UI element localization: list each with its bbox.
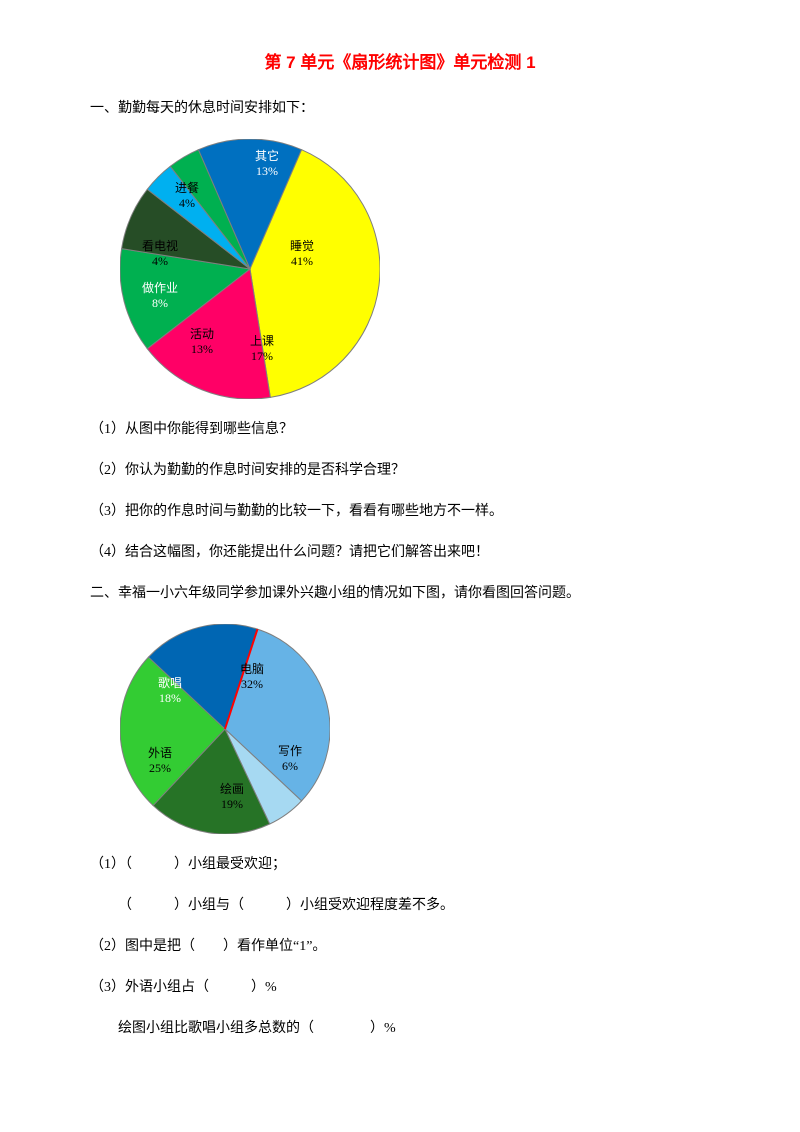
q2-3a: （3）外语小组占（ ）% — [90, 977, 710, 998]
q1-4: （4）结合这幅图，你还能提出什么问题？请把它们解答出来吧！ — [90, 542, 710, 563]
q1-1: （1）从图中你能得到哪些信息？ — [90, 419, 710, 440]
q1-3: （3）把你的作息时间与勤勤的比较一下，看看有哪些地方不一样。 — [90, 501, 710, 522]
q1-2: （2）你认为勤勤的作息时间安排的是否科学合理？ — [90, 460, 710, 481]
section2-intro: 二、幸福一小六年级同学参加课外兴趣小组的情况如下图，请你看图回答问题。 — [90, 583, 710, 604]
section1-intro: 一、勤勤每天的休息时间安排如下： — [90, 98, 710, 119]
q2-2: （2）图中是把（ ）看作单位“1”。 — [90, 936, 710, 957]
pie-chart-1: 其它13%睡觉41%上课17%活动13%做作业8%看电视4%进餐4% — [120, 139, 710, 399]
q2-1b: （ ）小组与（ ）小组受欢迎程度差不多。 — [90, 895, 710, 916]
q2-3b: 绘图小组比歌唱小组多总数的（ ）% — [90, 1018, 710, 1039]
page-title: 第 7 单元《扇形统计图》单元检测 1 — [90, 50, 710, 76]
q2-1a: （1）（ ）小组最受欢迎； — [90, 854, 710, 875]
pie-chart-2: 电脑32%写作6%绘画19%外语25%歌唱18% — [120, 624, 710, 834]
